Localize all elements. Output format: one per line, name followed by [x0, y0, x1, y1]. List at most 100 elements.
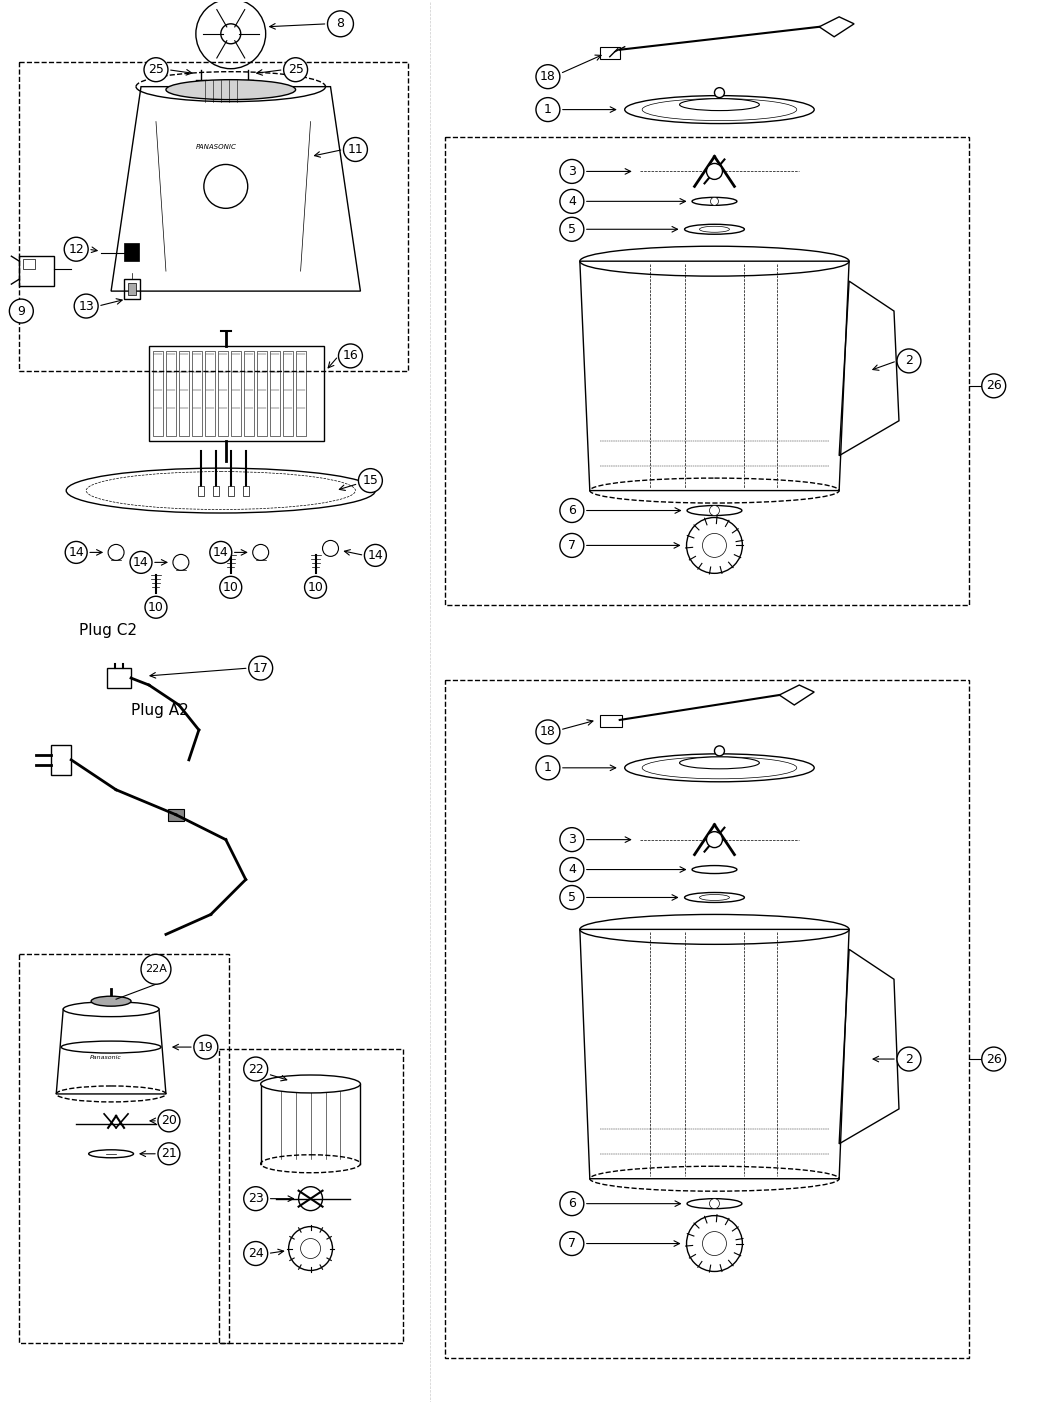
Text: 4: 4	[568, 195, 576, 208]
Text: 8: 8	[336, 17, 344, 31]
Circle shape	[75, 293, 99, 319]
Bar	[179, 351, 189, 435]
Ellipse shape	[260, 1075, 361, 1092]
Text: 5: 5	[568, 223, 576, 236]
Circle shape	[709, 505, 720, 515]
Circle shape	[709, 1199, 720, 1209]
Bar	[20, 256, 54, 286]
Text: 22: 22	[248, 1063, 263, 1075]
Bar	[599, 46, 620, 59]
Text: 4: 4	[568, 863, 576, 876]
Bar	[296, 351, 306, 435]
Bar	[128, 284, 136, 295]
Text: 26: 26	[986, 379, 1002, 392]
Bar	[599, 715, 622, 727]
Ellipse shape	[624, 95, 814, 124]
Bar	[192, 351, 202, 435]
Circle shape	[560, 534, 584, 557]
Text: 2: 2	[905, 1053, 913, 1066]
Circle shape	[158, 1143, 179, 1165]
Circle shape	[560, 1231, 584, 1255]
Bar	[213, 486, 219, 496]
Circle shape	[305, 576, 327, 598]
Text: 21: 21	[161, 1147, 177, 1160]
Circle shape	[338, 344, 362, 368]
Ellipse shape	[166, 80, 296, 100]
Circle shape	[560, 218, 584, 241]
Circle shape	[65, 542, 87, 563]
Text: 16: 16	[342, 350, 359, 362]
Text: 18: 18	[540, 726, 556, 739]
Ellipse shape	[679, 757, 759, 769]
Text: 5: 5	[568, 892, 576, 904]
Text: 3: 3	[568, 833, 576, 847]
Circle shape	[253, 545, 269, 560]
Circle shape	[560, 828, 584, 852]
Circle shape	[364, 545, 387, 566]
Ellipse shape	[688, 505, 741, 515]
Bar	[231, 351, 241, 435]
Text: Plug C2: Plug C2	[79, 623, 137, 639]
Text: 1: 1	[544, 761, 552, 775]
Text: 10: 10	[223, 581, 239, 594]
Circle shape	[560, 160, 584, 184]
Circle shape	[209, 542, 232, 563]
Circle shape	[249, 656, 273, 680]
Circle shape	[536, 720, 560, 744]
Bar	[270, 351, 280, 435]
Text: Panasonic: Panasonic	[90, 1054, 122, 1060]
Text: 26: 26	[986, 1053, 1002, 1066]
Ellipse shape	[66, 468, 375, 512]
Bar	[228, 486, 233, 496]
Text: PANASONIC: PANASONIC	[195, 145, 236, 150]
Circle shape	[130, 552, 152, 573]
Bar	[257, 351, 267, 435]
Text: 10: 10	[308, 581, 324, 594]
Circle shape	[536, 755, 560, 779]
Circle shape	[194, 1035, 218, 1059]
Circle shape	[323, 541, 338, 556]
Circle shape	[897, 350, 921, 373]
Ellipse shape	[688, 1199, 741, 1209]
Circle shape	[145, 597, 167, 618]
Text: 24: 24	[248, 1247, 263, 1259]
Bar	[124, 279, 140, 299]
Circle shape	[158, 1111, 179, 1132]
Text: 14: 14	[68, 546, 84, 559]
Text: 23: 23	[248, 1192, 263, 1205]
Ellipse shape	[692, 198, 737, 205]
Text: 15: 15	[363, 475, 379, 487]
Bar	[243, 486, 249, 496]
Text: 6: 6	[568, 504, 576, 517]
Circle shape	[560, 886, 584, 910]
Circle shape	[9, 299, 33, 323]
Text: 2: 2	[905, 354, 913, 368]
Text: 7: 7	[568, 539, 576, 552]
Circle shape	[536, 98, 560, 122]
Ellipse shape	[692, 865, 737, 873]
Text: 17: 17	[253, 661, 269, 674]
Bar	[51, 746, 72, 775]
Circle shape	[173, 555, 189, 570]
Text: 13: 13	[78, 299, 94, 313]
Text: 6: 6	[568, 1198, 576, 1210]
Ellipse shape	[624, 754, 814, 782]
Bar	[149, 345, 324, 441]
Circle shape	[560, 190, 584, 213]
Circle shape	[536, 65, 560, 88]
Circle shape	[244, 1241, 268, 1265]
Circle shape	[141, 955, 171, 984]
Text: 22A: 22A	[145, 965, 167, 974]
Circle shape	[560, 498, 584, 522]
Bar	[198, 486, 204, 496]
Circle shape	[706, 831, 723, 848]
Circle shape	[108, 545, 124, 560]
Text: 10: 10	[148, 601, 164, 614]
Circle shape	[244, 1057, 268, 1081]
Circle shape	[982, 1047, 1006, 1071]
Text: 7: 7	[568, 1237, 576, 1250]
Bar	[153, 351, 163, 435]
Circle shape	[710, 198, 719, 205]
Text: 14: 14	[367, 549, 384, 562]
Circle shape	[706, 163, 723, 180]
